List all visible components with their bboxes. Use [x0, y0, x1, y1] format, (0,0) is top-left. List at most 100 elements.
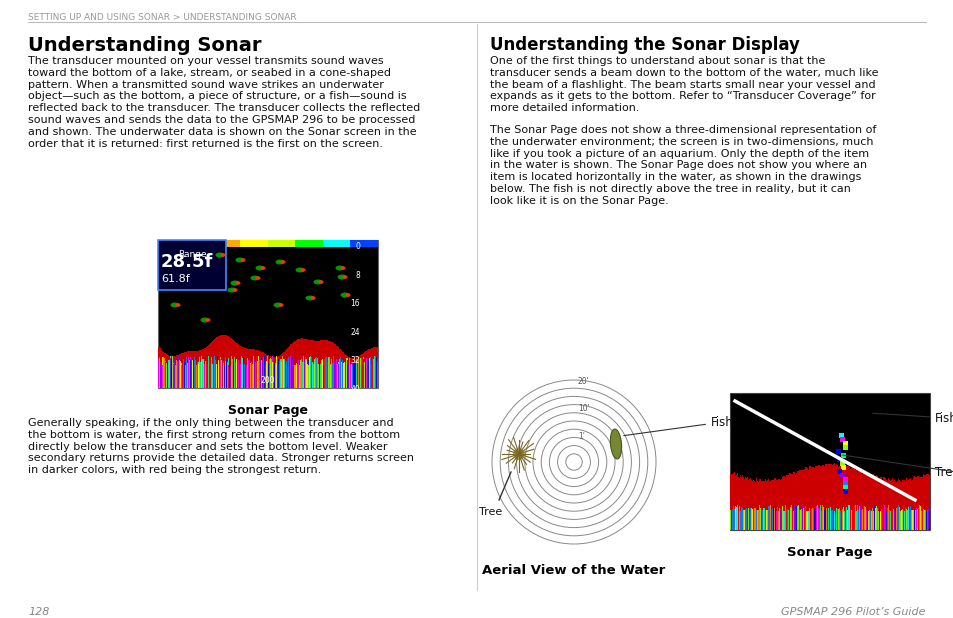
- Bar: [795, 506, 797, 530]
- Bar: [281, 353, 282, 388]
- Bar: [757, 481, 758, 530]
- Bar: [170, 356, 171, 388]
- Bar: [229, 337, 230, 388]
- Bar: [771, 481, 773, 530]
- Ellipse shape: [235, 258, 244, 263]
- Bar: [919, 477, 921, 530]
- Bar: [234, 357, 235, 388]
- Bar: [294, 341, 295, 388]
- Bar: [810, 509, 811, 530]
- Bar: [202, 359, 203, 388]
- Bar: [205, 361, 206, 388]
- Bar: [362, 357, 363, 388]
- Bar: [862, 505, 863, 530]
- Bar: [266, 360, 267, 388]
- Bar: [889, 511, 890, 530]
- Bar: [927, 475, 928, 530]
- Bar: [788, 508, 789, 530]
- Bar: [750, 480, 752, 530]
- Bar: [168, 355, 170, 388]
- Bar: [279, 360, 280, 388]
- Bar: [895, 483, 896, 530]
- Bar: [761, 481, 762, 530]
- Bar: [271, 359, 272, 388]
- Bar: [911, 510, 912, 530]
- Bar: [201, 350, 202, 388]
- Bar: [866, 506, 867, 530]
- Bar: [180, 353, 181, 388]
- Text: 8: 8: [355, 271, 359, 279]
- Bar: [286, 361, 287, 388]
- Bar: [826, 465, 828, 530]
- Bar: [367, 363, 369, 388]
- Bar: [855, 469, 856, 530]
- Bar: [337, 347, 338, 388]
- Bar: [308, 365, 309, 388]
- Ellipse shape: [233, 288, 237, 292]
- Bar: [334, 362, 335, 388]
- Bar: [244, 348, 245, 388]
- Bar: [852, 468, 853, 530]
- Bar: [326, 362, 328, 388]
- Bar: [264, 356, 265, 388]
- Bar: [861, 510, 862, 530]
- Bar: [177, 361, 178, 388]
- Bar: [901, 509, 902, 530]
- Bar: [338, 364, 339, 388]
- Bar: [771, 508, 773, 530]
- Bar: [831, 510, 832, 530]
- Bar: [348, 357, 349, 388]
- Bar: [196, 351, 198, 388]
- Bar: [804, 506, 805, 530]
- Bar: [855, 511, 857, 530]
- Bar: [315, 341, 316, 388]
- Bar: [306, 339, 307, 388]
- Bar: [298, 339, 299, 388]
- Bar: [923, 475, 924, 530]
- Bar: [180, 363, 182, 388]
- Bar: [858, 506, 860, 530]
- Bar: [814, 468, 815, 530]
- Bar: [300, 339, 301, 388]
- Bar: [786, 476, 788, 530]
- Bar: [902, 505, 903, 530]
- Bar: [193, 357, 194, 388]
- Bar: [187, 364, 188, 388]
- Bar: [757, 510, 758, 530]
- Bar: [884, 480, 886, 530]
- Bar: [745, 478, 746, 530]
- Bar: [841, 509, 842, 530]
- Bar: [916, 476, 918, 530]
- Bar: [359, 355, 360, 388]
- Bar: [233, 341, 234, 388]
- Bar: [220, 335, 221, 388]
- Bar: [213, 340, 214, 388]
- Bar: [161, 350, 162, 388]
- Bar: [253, 356, 254, 388]
- Bar: [778, 511, 779, 530]
- Bar: [842, 477, 847, 482]
- Bar: [240, 346, 241, 388]
- Bar: [199, 350, 200, 388]
- Bar: [861, 474, 862, 530]
- Bar: [813, 509, 815, 530]
- Bar: [840, 437, 844, 442]
- Bar: [783, 511, 784, 530]
- Bar: [899, 481, 901, 530]
- Bar: [274, 357, 275, 388]
- Bar: [865, 472, 867, 530]
- Bar: [319, 341, 320, 388]
- Bar: [774, 478, 775, 530]
- Text: Sonar Page: Sonar Page: [786, 546, 872, 559]
- Bar: [160, 349, 161, 388]
- Bar: [321, 359, 322, 388]
- Bar: [780, 480, 781, 530]
- Bar: [190, 351, 191, 388]
- Bar: [806, 511, 807, 530]
- Bar: [275, 363, 276, 388]
- Bar: [794, 509, 796, 530]
- Bar: [164, 358, 165, 388]
- Bar: [351, 358, 353, 388]
- Bar: [920, 511, 922, 530]
- Bar: [303, 339, 304, 388]
